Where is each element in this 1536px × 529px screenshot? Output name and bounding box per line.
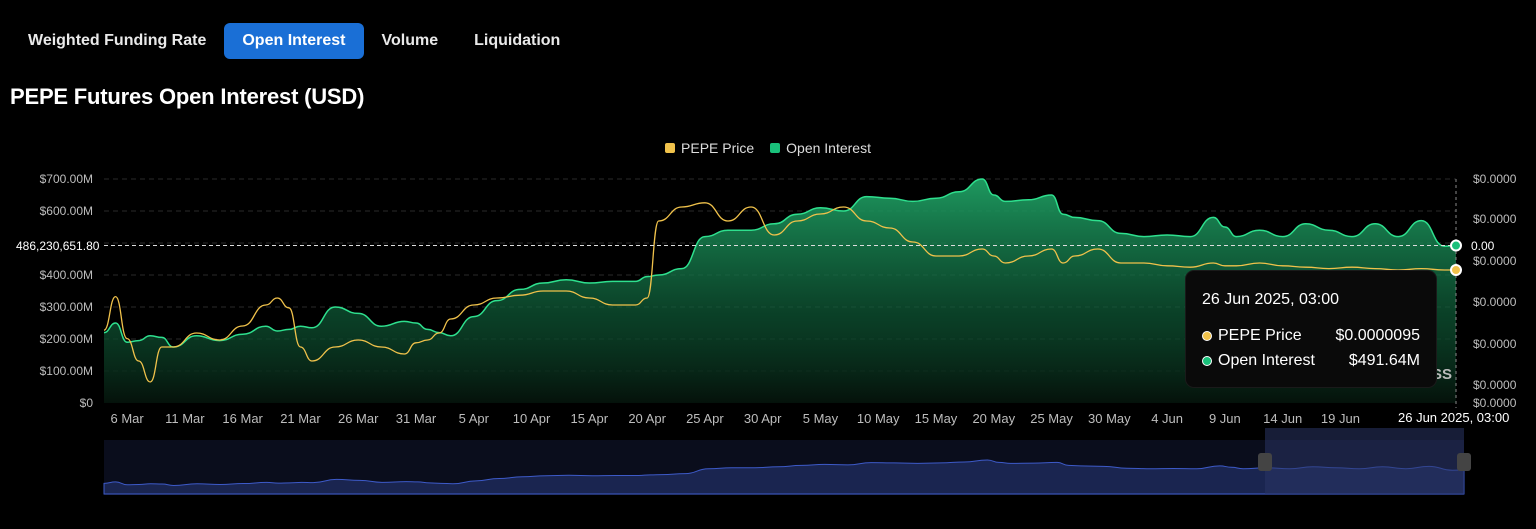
crosshair-right-label: 0.00 bbox=[1467, 238, 1499, 254]
y-right-tick-label: $0.0000 bbox=[1473, 254, 1517, 268]
x-tick-label: 9 Jun bbox=[1209, 411, 1241, 426]
y-right-tick-label: $0.0000 bbox=[1473, 212, 1517, 226]
pepe-price-hover-dot bbox=[1450, 264, 1462, 276]
tab-open-interest[interactable]: Open Interest bbox=[224, 23, 364, 59]
navigator-handle-right[interactable] bbox=[1457, 453, 1471, 471]
y-axis-left: $700.00M$600.00M$500.00M$400.00M$300.00M… bbox=[40, 172, 94, 410]
chart-tabs: Weighted Funding Rate Open Interest Volu… bbox=[10, 23, 578, 59]
x-tick-label: 31 Mar bbox=[396, 411, 437, 426]
navigator-selection[interactable] bbox=[1265, 428, 1464, 494]
x-tick-label: 25 Apr bbox=[686, 411, 724, 426]
pepe-price-line bbox=[103, 202, 1456, 383]
crosshair-x-label: 26 Jun 2025, 03:00 bbox=[1392, 408, 1516, 427]
y-left-tick-label: $600.00M bbox=[40, 204, 93, 218]
x-tick-label: 20 Apr bbox=[628, 411, 666, 426]
tooltip-price-dot bbox=[1202, 331, 1212, 341]
y-left-tick-label: $0 bbox=[80, 396, 94, 410]
x-tick-label: 19 Jun bbox=[1321, 411, 1360, 426]
open-interest-hover-dot bbox=[1450, 239, 1462, 252]
x-tick-label: 6 Mar bbox=[110, 411, 144, 426]
tab-liquidation[interactable]: Liquidation bbox=[474, 32, 561, 49]
tab-volume[interactable]: Volume bbox=[381, 32, 439, 49]
tooltip-price-value: $0.0000095 bbox=[1335, 327, 1420, 344]
tooltip-row-oi: Open Interest $491.64M bbox=[1202, 352, 1420, 370]
y-right-tick-label: $0.0000 bbox=[1473, 172, 1517, 186]
tooltip-oi-value: $491.64M bbox=[1348, 352, 1420, 369]
y-left-tick-label: $100.00M bbox=[40, 364, 93, 378]
y-right-tick-label: $0.0000 bbox=[1473, 295, 1517, 309]
x-tick-label: 26 Mar bbox=[338, 411, 379, 426]
tooltip-row-price: PEPE Price $0.0000095 bbox=[1202, 327, 1420, 345]
tooltip-date: 26 Jun 2025, 03:00 bbox=[1202, 291, 1340, 308]
y-left-tick-label: $300.00M bbox=[40, 300, 93, 314]
tooltip-oi-label: Open Interest bbox=[1218, 352, 1315, 369]
x-tick-label: 4 Jun bbox=[1151, 411, 1183, 426]
crosshair-y-label: 486,230,651.80 bbox=[12, 238, 104, 254]
tooltip-oi-dot bbox=[1202, 356, 1212, 366]
chart-tooltip: 26 Jun 2025, 03:00 PEPE Price $0.0000095… bbox=[1186, 271, 1436, 387]
range-navigator[interactable] bbox=[103, 428, 1471, 495]
x-tick-label: 21 Mar bbox=[280, 411, 321, 426]
y-left-tick-label: $400.00M bbox=[40, 268, 93, 282]
x-tick-label: 16 Mar bbox=[222, 411, 263, 426]
legend-swatch-oi bbox=[770, 143, 781, 153]
x-tick-label: 5 May bbox=[803, 411, 839, 426]
x-tick-label: 30 May bbox=[1088, 411, 1131, 426]
tooltip-price-label: PEPE Price bbox=[1218, 327, 1302, 344]
page-title: PEPE Futures Open Interest (USD) bbox=[10, 84, 365, 109]
x-tick-label: 11 Mar bbox=[165, 411, 205, 426]
x-axis: 6 Mar 11 Mar 16 Mar 21 Mar 26 Mar 31 Mar 5 Apr… bbox=[110, 411, 1359, 426]
y-left-tick-label: $700.00M bbox=[40, 172, 93, 186]
x-tick-label: 25 May bbox=[1030, 411, 1073, 426]
y-axis-right: $0.0000 $0.0000 $0.0000 $0.0000 $0.0000 $0.00… bbox=[1473, 172, 1517, 410]
y-left-tick-label: $200.00M bbox=[40, 332, 93, 346]
watermark: SS bbox=[1432, 366, 1453, 383]
x-tick-label: 30 Apr bbox=[744, 411, 782, 426]
legend-label-price: PEPE Price bbox=[681, 140, 755, 156]
open-interest-line bbox=[103, 178, 1457, 348]
legend-item-pepe-price[interactable]: PEPE Price bbox=[665, 140, 754, 156]
chart-legend: PEPE Price Open Interest bbox=[0, 140, 1536, 156]
x-tick-label: 15 Apr bbox=[571, 411, 609, 426]
y-right-tick-label: $0.0000 bbox=[1473, 337, 1517, 351]
x-tick-label: 14 Jun bbox=[1263, 411, 1302, 426]
navigator-handle-left[interactable] bbox=[1258, 453, 1272, 471]
x-tick-label: 10 Apr bbox=[513, 411, 551, 426]
navigator-area bbox=[103, 459, 1465, 495]
y-right-tick-label: $0.0000 bbox=[1473, 396, 1517, 410]
legend-item-open-interest[interactable]: Open Interest bbox=[770, 140, 871, 156]
x-tick-label: 15 May bbox=[915, 411, 958, 426]
y-right-tick-label: $0.0000 bbox=[1473, 378, 1517, 392]
legend-swatch-price bbox=[665, 143, 676, 153]
x-tick-label: 5 Apr bbox=[459, 411, 490, 426]
open-interest-area bbox=[104, 179, 1456, 403]
tab-weighted-funding-rate[interactable]: Weighted Funding Rate bbox=[28, 32, 207, 49]
x-tick-label: 20 May bbox=[972, 411, 1015, 426]
legend-label-oi: Open Interest bbox=[786, 140, 871, 156]
x-tick-label: 10 May bbox=[857, 411, 900, 426]
